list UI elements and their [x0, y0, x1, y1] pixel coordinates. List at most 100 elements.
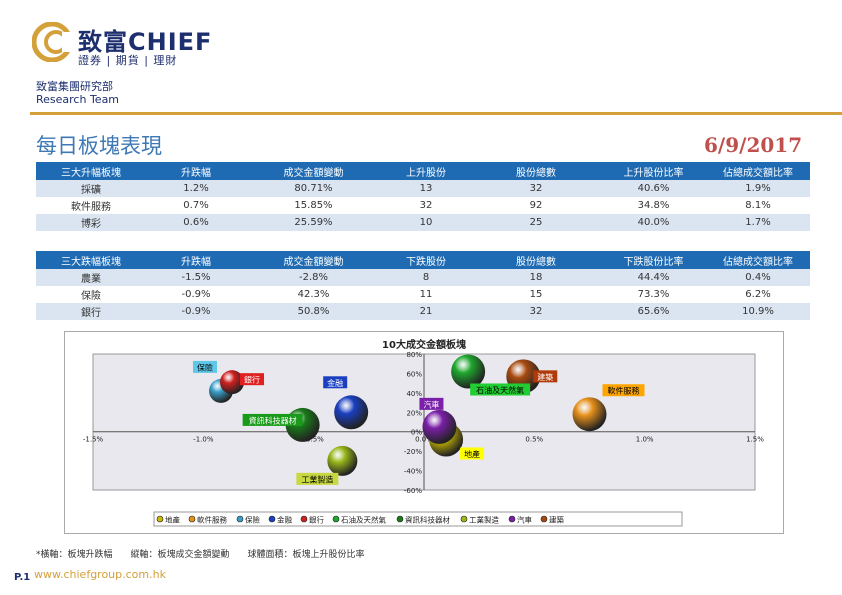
table-cell: 40.0%	[601, 214, 706, 231]
table-cell: 0.6%	[146, 214, 246, 231]
legend-entry: 資訊科技器材	[405, 515, 450, 525]
bubble-label-box	[323, 376, 348, 389]
x-tick-label: -1.5%	[83, 436, 104, 444]
table-cell: 0.7%	[146, 197, 246, 214]
department-en: Research Team	[36, 93, 120, 106]
bubble-label: 資訊科技器材	[249, 415, 297, 425]
table-cell: 博彩	[36, 214, 146, 231]
table-cell: 50.8%	[246, 303, 381, 320]
legend-marker	[460, 515, 468, 523]
legend-marker	[540, 515, 548, 523]
table-cell: 25	[471, 214, 601, 231]
bubble-label-box	[602, 384, 645, 397]
table-row: 採礦 1.2% 80.71% 13 32 40.6% 1.9%	[36, 180, 810, 197]
bubble-label: 軟件服務	[608, 386, 640, 396]
column-header: 成交金額變動	[246, 162, 381, 180]
table-cell: 25.59%	[246, 214, 381, 231]
y-tick-label: 20%	[406, 409, 422, 417]
table-cell: 73.3%	[601, 286, 706, 303]
x-tick-label: -0.5%	[304, 436, 325, 444]
brand-logo: 致富CHIEF 證券 | 期貨 | 理財	[30, 18, 240, 70]
bubble-label-box	[419, 397, 444, 410]
table-cell: 10	[381, 214, 471, 231]
table-cell: 13	[381, 180, 471, 197]
table-cell: 80.71%	[246, 180, 381, 197]
column-header: 升跌幅	[146, 251, 246, 269]
bubble-label-box	[240, 373, 265, 386]
column-header: 下跌股份比率	[601, 251, 706, 269]
legend-entry: 銀行	[309, 515, 324, 525]
bubble-chart-svg: 10大成交金額板塊 -1.5% -1.0% -0.5% 0.0% 0.5% 1.0% 1.5%…	[83, 338, 764, 527]
table-cell: 32	[381, 197, 471, 214]
column-header: 股份總數	[471, 251, 601, 269]
bubble-8	[422, 409, 457, 444]
table-cell: 10.9%	[706, 303, 810, 320]
y-tick-label: -60%	[404, 487, 422, 495]
table-cell: 34.8%	[601, 197, 706, 214]
table-cell: 65.6%	[601, 303, 706, 320]
table-row: 軟件服務 0.7% 15.85% 32 92 34.8% 8.1%	[36, 197, 810, 214]
chart-note: *橫軸：板塊升跌幅 縱軸：板塊成交金額變動 球體面積：板塊上升股份比率	[36, 550, 365, 560]
legend-marker	[188, 515, 196, 523]
bubble-label-box	[296, 472, 339, 485]
bubble-label-box	[470, 383, 531, 396]
brand-tagline: 證券 | 期貨 | 理財	[78, 54, 178, 67]
column-header: 上升股份	[381, 162, 471, 180]
table-cell: 15.85%	[246, 197, 381, 214]
table-header-row: 三大升幅板塊 升跌幅 成交金額變動 上升股份 股份總數 上升股份比率 佔總成交額比率	[36, 162, 810, 180]
legend-entry: 地產	[165, 515, 180, 525]
table-cell: -0.9%	[146, 303, 246, 320]
table-cell: 農業	[36, 269, 146, 286]
table-cell: 軟件服務	[36, 197, 146, 214]
column-header: 升跌幅	[146, 162, 246, 180]
table-cell: 21	[381, 303, 471, 320]
bubble-label: 石油及天然氣	[476, 385, 524, 395]
bubble-chart: 10大成交金額板塊 -1.5% -1.0% -0.5% 0.0% 0.5% 1.0% 1.5%…	[64, 331, 784, 534]
bubble-5	[451, 354, 486, 389]
report-date: 6/9/2017	[704, 133, 803, 157]
table-cell: 32	[471, 180, 601, 197]
legend-entry: 金融	[277, 515, 292, 525]
bubble-label: 保險	[197, 362, 213, 372]
table-cell: 6.2%	[706, 286, 810, 303]
table-cell: 44.4%	[601, 269, 706, 286]
table-cell: 42.3%	[246, 286, 381, 303]
table-row: 博彩 0.6% 25.59% 10 25 40.0% 1.7%	[36, 214, 810, 231]
website-link[interactable]: www.chiefgroup.com.hk	[34, 568, 166, 581]
legend-entry: 軟件服務	[197, 515, 227, 525]
bubble-1	[572, 397, 607, 432]
y-tick-label: 40%	[406, 390, 422, 398]
column-header: 上升股份比率	[601, 162, 706, 180]
bubble-label: 汽車	[423, 399, 439, 409]
table-cell: -1.5%	[146, 269, 246, 286]
y-tick-label: 0%	[411, 429, 422, 437]
department-cn: 致富集團研究部	[36, 80, 113, 93]
bubble-label: 工業製造	[301, 474, 333, 484]
table-cell: -2.8%	[246, 269, 381, 286]
chief-logo-icon	[32, 22, 72, 62]
table-cell: 採礦	[36, 180, 146, 197]
legend-entry: 石油及天然氣	[341, 515, 386, 525]
table-row: 農業 -1.5% -2.8% 8 18 44.4% 0.4%	[36, 269, 810, 286]
legend-marker	[396, 515, 404, 523]
x-tick-label: 1.5%	[746, 436, 764, 444]
bubble-label: 建築	[537, 372, 553, 382]
table-cell: 40.6%	[601, 180, 706, 197]
table-cell: 18	[471, 269, 601, 286]
table-cell: 92	[471, 197, 601, 214]
table-cell: 保險	[36, 286, 146, 303]
top-losers-table: 三大跌幅板塊 升跌幅 成交金額變動 下跌股份 股份總數 下跌股份比率 佔總成交額比率 農業 -…	[36, 251, 810, 320]
x-tick-label: 0.5%	[525, 436, 543, 444]
bubble-label-box	[192, 360, 217, 373]
x-tick-label: -1.0%	[193, 436, 214, 444]
bubble-label: 地產	[464, 449, 480, 459]
column-header: 佔總成交額比率	[706, 251, 810, 269]
table-cell: 8.1%	[706, 197, 810, 214]
bubble-label: 銀行	[244, 375, 260, 385]
y-tick-label: -20%	[404, 448, 422, 456]
x-tick-label: 1.0%	[636, 436, 654, 444]
legend-box	[153, 511, 683, 527]
bubble-label-box	[242, 413, 303, 426]
legend-entry: 工業製造	[469, 515, 499, 525]
chart-title: 10大成交金額板塊	[382, 338, 466, 351]
